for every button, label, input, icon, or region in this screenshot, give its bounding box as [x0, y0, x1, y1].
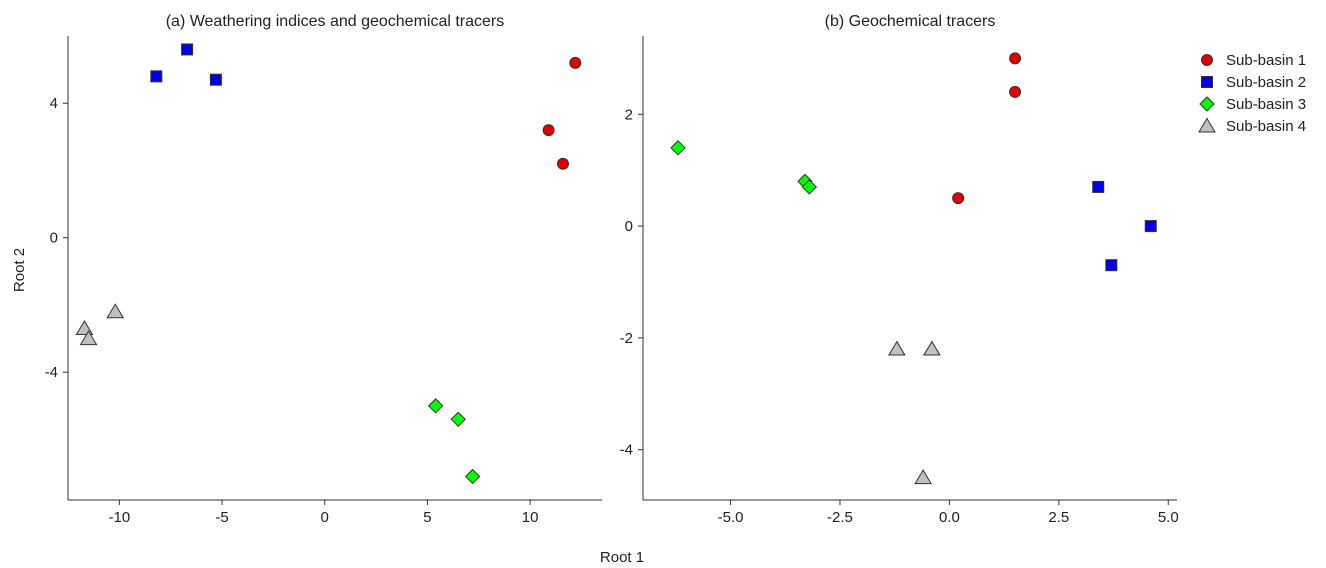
- panel-b-y-tick-label: 2: [625, 106, 633, 123]
- panel-a-series-1: [542, 56, 582, 170]
- panel-b-x-tick-label: -5.0: [718, 509, 744, 526]
- panel-a-x-tick-label: -5: [215, 509, 228, 526]
- legend-label: Sub-basin 4: [1226, 118, 1306, 135]
- panel-a-data-point: [79, 330, 98, 346]
- panel-a-y-tick-label: 4: [50, 95, 58, 112]
- panel-a-data-point: [427, 398, 444, 414]
- panel-a-series-4: [75, 303, 125, 346]
- legend-label: Sub-basin 3: [1226, 96, 1306, 113]
- panel-a-data-point: [450, 411, 466, 428]
- panel-b-data-point: [670, 140, 686, 156]
- panel-b-series-1: [952, 52, 1022, 205]
- panel-b-data-point: [801, 179, 818, 195]
- panel-a-data-point: [542, 124, 555, 137]
- panel-b-data-point: [887, 340, 906, 356]
- panel-a-x-tick-label: -10: [109, 509, 131, 526]
- panel-a-title: (a) Weathering indices and geochemical t…: [166, 13, 505, 30]
- legend-marker: [1201, 76, 1213, 88]
- legend-label: Sub-basin 2: [1226, 74, 1306, 91]
- panel-a-weathering-and-tracers: (a) Weathering indices and geochemical t…: [45, 13, 602, 526]
- panel-a-series-2: [150, 43, 222, 86]
- panel-b-series-3: [670, 140, 818, 195]
- panel-a-data-point: [569, 56, 582, 69]
- panel-b-data-point: [923, 340, 941, 356]
- shared-x-axis-label: Root 1: [600, 549, 644, 566]
- panel-b-x-tick-label: 5.0: [1158, 509, 1179, 526]
- panel-b-x-tick-label: -2.5: [827, 509, 853, 526]
- panel-b-data-point: [1009, 85, 1022, 98]
- panel-b-y-tick-label: -2: [620, 330, 633, 347]
- panel-a-x-tick-label: 10: [522, 509, 539, 526]
- panel-a-y-tick-label: -4: [45, 364, 58, 381]
- legend-item-4: Sub-basin 4: [1198, 117, 1306, 135]
- legend-item-2: Sub-basin 2: [1201, 74, 1306, 91]
- panel-b-geochemical-tracers: (b) Geochemical tracers -5.0 -2.5 0.0 2.5 5.0…: [620, 13, 1179, 526]
- panel-b-data-point: [1009, 52, 1022, 65]
- panel-a-x-tick-label: 5: [423, 509, 431, 526]
- legend-label: Sub-basin 1: [1226, 52, 1306, 69]
- panel-a-data-point: [209, 73, 222, 86]
- panel-a-data-point: [150, 70, 163, 83]
- panel-a-data-point: [556, 157, 569, 170]
- panel-a-y-tick-label: 0: [50, 230, 58, 247]
- legend-marker: [1199, 96, 1215, 112]
- panel-b-y-tick-label: 0: [625, 218, 633, 235]
- panel-b-series-2: [1092, 180, 1157, 272]
- panel-a-series-3: [427, 398, 481, 485]
- panel-b-data-point: [1092, 180, 1105, 193]
- legend-item-3: Sub-basin 3: [1199, 96, 1306, 113]
- panel-a-data-point: [181, 43, 194, 56]
- panel-b-series-4: [887, 340, 941, 485]
- legend-marker: [1201, 54, 1213, 66]
- panel-b-data-point: [952, 192, 965, 205]
- panel-a-data-point: [106, 303, 125, 319]
- legend-item-1: Sub-basin 1: [1201, 52, 1306, 69]
- shared-y-axis-label: Root 2: [11, 248, 28, 292]
- legend: Sub-basin 1 Sub-basin 2 Sub-basin 3 Sub-bas…: [1198, 52, 1306, 135]
- panel-b-data-point: [1105, 259, 1118, 272]
- panel-b-data-point: [914, 469, 933, 485]
- panel-b-x-tick-label: 2.5: [1048, 509, 1069, 526]
- panel-b-title: (b) Geochemical tracers: [825, 13, 996, 30]
- panel-b-x-tick-label: 0.0: [939, 509, 960, 526]
- legend-marker: [1198, 117, 1216, 133]
- panel-a-x-tick-label: 0: [321, 509, 329, 526]
- panel-a-data-point: [75, 320, 94, 336]
- panel-b-y-tick-label: -4: [620, 442, 633, 459]
- panel-a-data-point: [464, 468, 481, 485]
- panel-b-data-point: [1144, 220, 1157, 233]
